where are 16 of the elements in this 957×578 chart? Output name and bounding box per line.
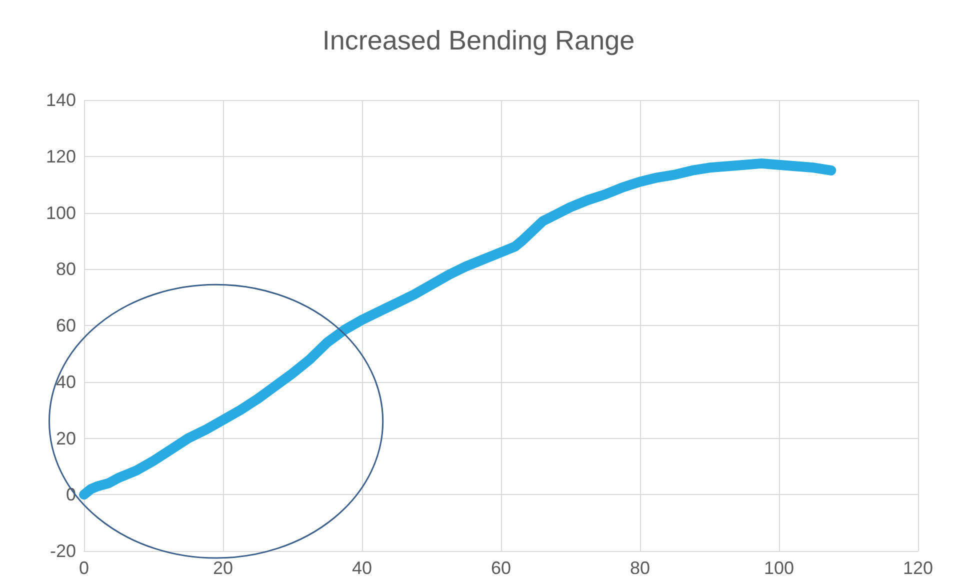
x-tick-label: 80 [630, 558, 650, 578]
y-tick-label: 60 [56, 316, 76, 336]
x-tick-label: 100 [764, 558, 794, 578]
y-tick-label: 100 [46, 202, 76, 223]
y-tick-label: 80 [56, 259, 76, 280]
chart-title: Increased Bending Range [322, 26, 635, 56]
y-tick-label: 20 [56, 428, 76, 448]
x-tick-label: 120 [902, 558, 934, 578]
x-tick-label: 40 [352, 558, 372, 578]
y-tick-label: -20 [50, 541, 76, 561]
y-tick-label: 140 [46, 90, 76, 110]
x-tick-label: 60 [490, 558, 512, 578]
y-tick-label: 40 [56, 372, 76, 392]
x-tick-label: 0 [78, 558, 90, 578]
x-tick-label: 20 [212, 558, 234, 578]
y-tick-label: 120 [46, 146, 76, 166]
